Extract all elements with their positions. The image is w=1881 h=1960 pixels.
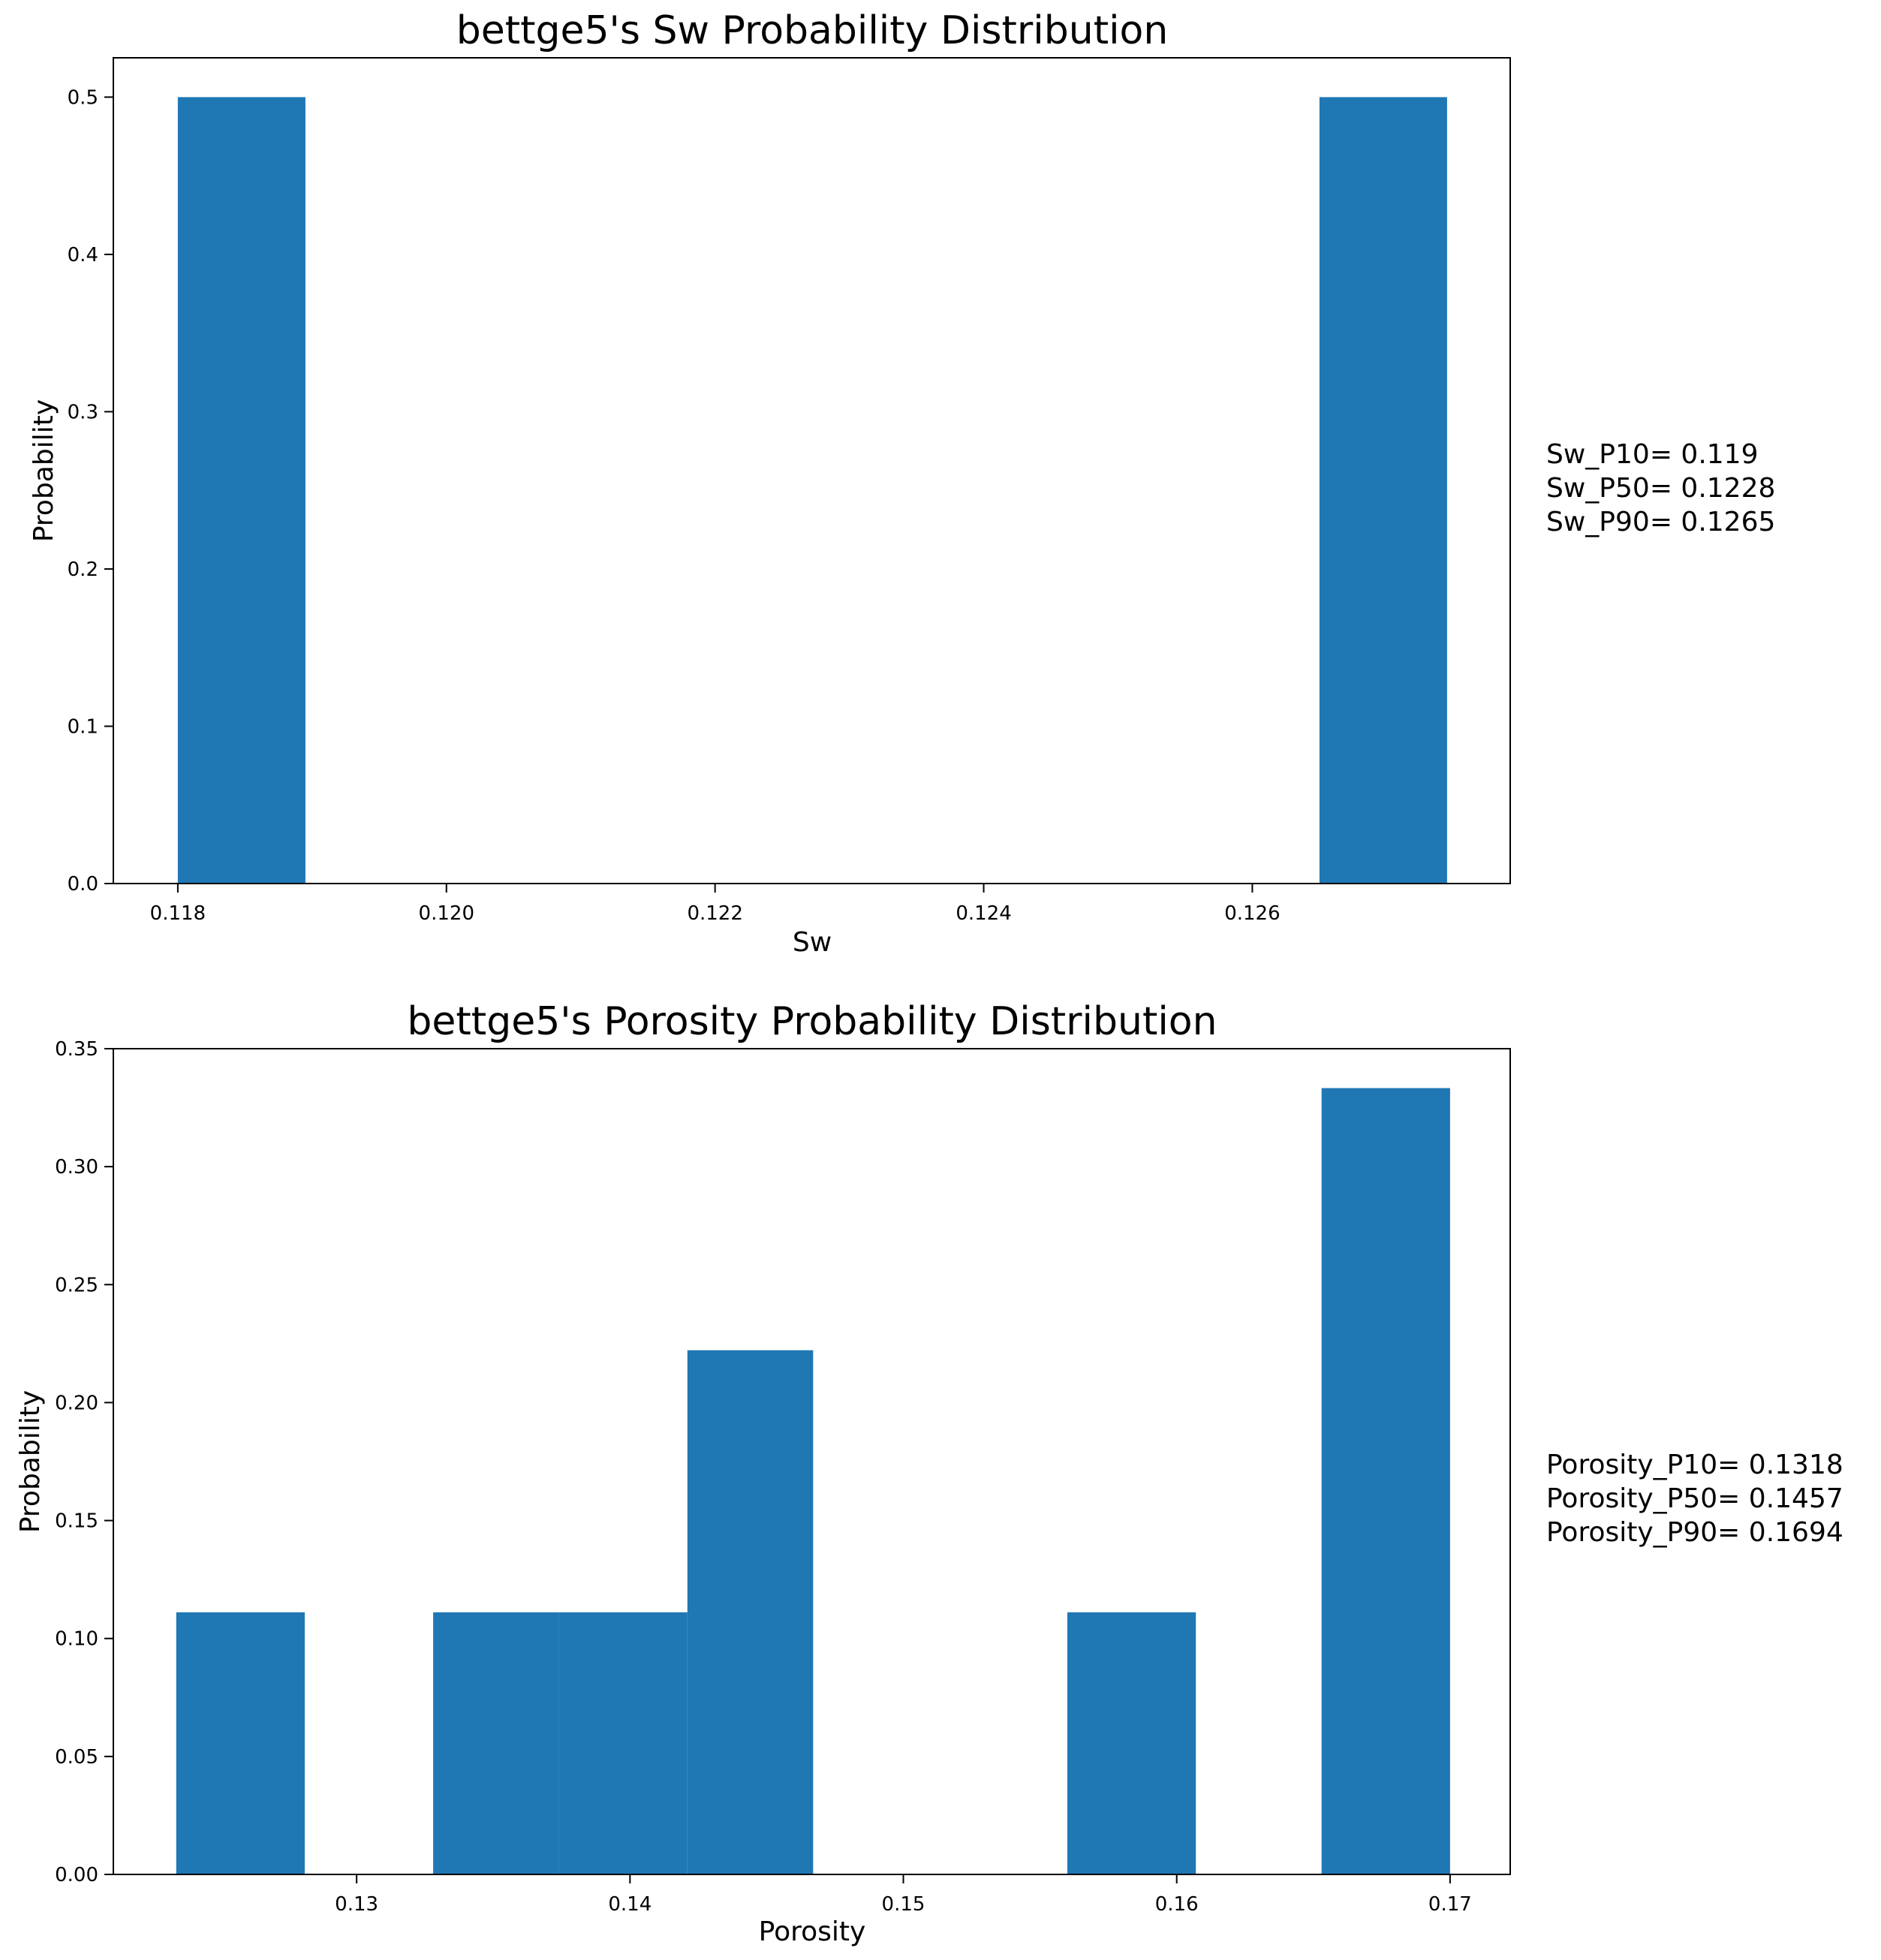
sw-y-tick-label-5: 0.5 bbox=[68, 86, 98, 109]
sw-x-tick-label-3: 0.124 bbox=[956, 902, 1011, 925]
porosity-bar-0 bbox=[176, 1612, 305, 1874]
porosity-x-tick-label-0: 0.13 bbox=[335, 1893, 378, 1916]
porosity-y-tick-label-4: 0.20 bbox=[55, 1392, 98, 1414]
sw-y-tick-label-2: 0.2 bbox=[68, 558, 98, 581]
sw-bars bbox=[177, 97, 1447, 884]
porosity-bar-5 bbox=[1321, 1088, 1450, 1874]
porosity-p10-text: Porosity_P10= 0.1318 bbox=[1546, 1450, 1843, 1480]
sw-y-tick-label-3: 0.3 bbox=[68, 401, 98, 423]
sw-plot-frame bbox=[113, 57, 1511, 884]
porosity-x-tick-label-2: 0.15 bbox=[882, 1893, 925, 1916]
sw-x-tick-label-0: 0.118 bbox=[150, 902, 206, 925]
porosity-bar-3 bbox=[687, 1350, 814, 1874]
sw-p10-text: Sw_P10= 0.119 bbox=[1546, 439, 1758, 470]
porosity-y-tick-label-1: 0.05 bbox=[55, 1746, 98, 1769]
porosity-x-axis-label: Porosity bbox=[759, 1916, 866, 1947]
porosity-bar-2 bbox=[558, 1612, 688, 1874]
sw-y-tick-label-1: 0.1 bbox=[68, 715, 98, 738]
porosity-bar-4 bbox=[1067, 1612, 1196, 1874]
sw-bar-1 bbox=[1319, 97, 1447, 884]
porosity-plot-frame bbox=[113, 1048, 1511, 1875]
sw-chart-title: bettge5's Sw Probability Distribution bbox=[456, 8, 1169, 53]
sw-y-ticks: 0.0 0.1 0.2 0.3 0.4 0.5 bbox=[68, 86, 113, 896]
porosity-y-tick-label-5: 0.25 bbox=[55, 1274, 98, 1296]
porosity-y-ticks: 0.00 0.05 0.10 0.15 0.20 0.25 0.30 0.35 bbox=[55, 1038, 113, 1886]
sw-chart-panel: bettge5's Sw Probability Distribution 0.… bbox=[29, 8, 1775, 958]
sw-p90-text: Sw_P90= 0.1265 bbox=[1546, 507, 1775, 537]
porosity-x-tick-label-3: 0.16 bbox=[1155, 1893, 1199, 1916]
porosity-bars bbox=[176, 1088, 1450, 1874]
sw-x-tick-label-4: 0.126 bbox=[1224, 902, 1280, 925]
porosity-p50-text: Porosity_P50= 0.1457 bbox=[1546, 1483, 1843, 1514]
sw-y-tick-label-0: 0.0 bbox=[68, 873, 98, 896]
porosity-y-axis-label: Probability bbox=[15, 1390, 46, 1533]
porosity-y-tick-label-3: 0.15 bbox=[55, 1510, 98, 1533]
sw-bar-0 bbox=[177, 97, 305, 884]
porosity-chart-title: bettge5's Porosity Probability Distribut… bbox=[407, 999, 1217, 1044]
sw-x-tick-label-2: 0.122 bbox=[687, 902, 742, 925]
porosity-percentile-annotation: Porosity_P10= 0.1318 Porosity_P50= 0.145… bbox=[1546, 1450, 1843, 1548]
porosity-y-tick-label-6: 0.30 bbox=[55, 1156, 98, 1179]
sw-p50-text: Sw_P50= 0.1228 bbox=[1546, 473, 1775, 504]
sw-x-tick-label-1: 0.120 bbox=[419, 902, 474, 925]
porosity-y-tick-label-7: 0.35 bbox=[55, 1038, 98, 1061]
sw-x-axis-label: Sw bbox=[793, 927, 832, 958]
sw-y-tick-label-4: 0.4 bbox=[68, 244, 98, 266]
porosity-bar-1 bbox=[433, 1612, 559, 1874]
porosity-y-tick-label-0: 0.00 bbox=[55, 1864, 98, 1886]
porosity-chart-panel: bettge5's Porosity Probability Distribut… bbox=[15, 999, 1843, 1947]
porosity-p90-text: Porosity_P90= 0.1694 bbox=[1546, 1517, 1843, 1548]
sw-y-axis-label: Probability bbox=[29, 399, 59, 542]
sw-percentile-annotation: Sw_P10= 0.119 Sw_P50= 0.1228 Sw_P90= 0.1… bbox=[1546, 439, 1775, 537]
porosity-x-tick-label-4: 0.17 bbox=[1428, 1893, 1472, 1916]
porosity-x-tick-label-1: 0.14 bbox=[608, 1893, 652, 1916]
porosity-x-ticks: 0.13 0.14 0.15 0.16 0.17 bbox=[335, 1874, 1472, 1916]
sw-x-ticks: 0.118 0.120 0.122 0.124 0.126 bbox=[150, 884, 1281, 925]
porosity-y-tick-label-2: 0.10 bbox=[55, 1628, 98, 1651]
